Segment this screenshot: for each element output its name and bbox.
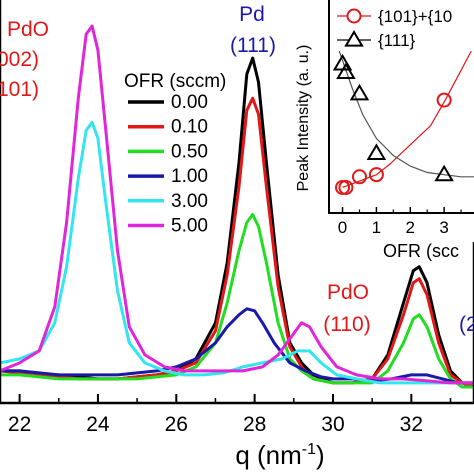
x-tick-label: 24	[86, 413, 110, 436]
inset-y-axis-label: Peak Intensity (a. u.)	[295, 45, 312, 192]
pdo-left-101-label: 101)	[0, 78, 39, 101]
inset-point-triangle	[434, 164, 454, 182]
inset-legend-label: {111}	[378, 31, 416, 50]
legend-label-0.50: 0.50	[171, 141, 208, 162]
inset-point-circle	[436, 92, 452, 108]
inset-x-tick-label: 3	[439, 218, 448, 237]
x-tick-label: 30	[321, 413, 344, 436]
inset-frame	[328, 0, 474, 214]
main-legend: OFR (sccm) 0.00 0.10 0.50 1.00 3.00 5.00	[124, 71, 226, 237]
legend-label-0.10: 0.10	[171, 117, 208, 138]
inset-fit-curve	[338, 50, 474, 178]
pdo-110-index-label: (110)	[323, 313, 370, 336]
inset-plot: 0 1 2 3 OFR (scc Peak Intensity (a. u.) {10…	[295, 0, 474, 261]
inset-points	[332, 53, 454, 195]
series-line-0.50	[0, 213, 474, 389]
main-plot-frame	[0, 0, 474, 405]
pdo-left-002-label: 002)	[0, 48, 39, 71]
right-cut-label: (2	[459, 313, 474, 336]
legend-label-1.00: 1.00	[171, 166, 208, 187]
legend-title: OFR (sccm)	[124, 71, 226, 92]
legend-label-3.00: 3.00	[171, 191, 208, 212]
inset-point-circle	[368, 167, 384, 183]
inset-point-circle	[351, 169, 367, 185]
main-x-ticks: 22 24 26 28 30 32	[8, 394, 452, 436]
inset-x-tick-label: 2	[406, 218, 415, 237]
x-tick-label: 28	[243, 413, 266, 436]
inset-point-triangle	[349, 83, 370, 101]
x-tick-label: 32	[400, 413, 423, 436]
inset-x-axis-label: OFR (scc	[383, 241, 459, 261]
pd-111-label: Pd	[239, 3, 265, 26]
x-tick-label: 26	[165, 413, 188, 436]
inset-legend: {101}+{10 {111}	[337, 7, 452, 50]
inset-x-tick-label: 0	[338, 218, 347, 237]
inset-x-tick-label: 1	[372, 218, 381, 237]
inset-point-triangle	[336, 62, 356, 80]
pdo-left-label: PdO	[7, 18, 49, 41]
inset-legend-marker-triangle	[344, 30, 364, 47]
legend-label-5.00: 5.00	[171, 216, 208, 237]
series-line-5.00	[0, 24, 474, 385]
legend-label-0.00: 0.00	[171, 92, 208, 113]
series-line-3.00	[0, 120, 474, 385]
legend-items: 0.00 0.10 0.50 1.00 3.00 5.00	[128, 92, 208, 237]
inset-point-triangle	[366, 143, 387, 160]
inset-point-circle	[338, 179, 354, 195]
main-series-group	[0, 24, 474, 389]
inset-legend-marker-circle	[346, 8, 362, 24]
pdo-110-label: PdO	[327, 281, 369, 304]
inset-legend-label: {101}+{10	[378, 7, 452, 26]
x-tick-label: 22	[8, 413, 31, 436]
main-x-axis-label: q (nm-1)	[235, 440, 324, 470]
inset-x-ticks: 0 1 2 3	[338, 207, 462, 237]
pd-111-index-label: (111)	[230, 34, 276, 57]
